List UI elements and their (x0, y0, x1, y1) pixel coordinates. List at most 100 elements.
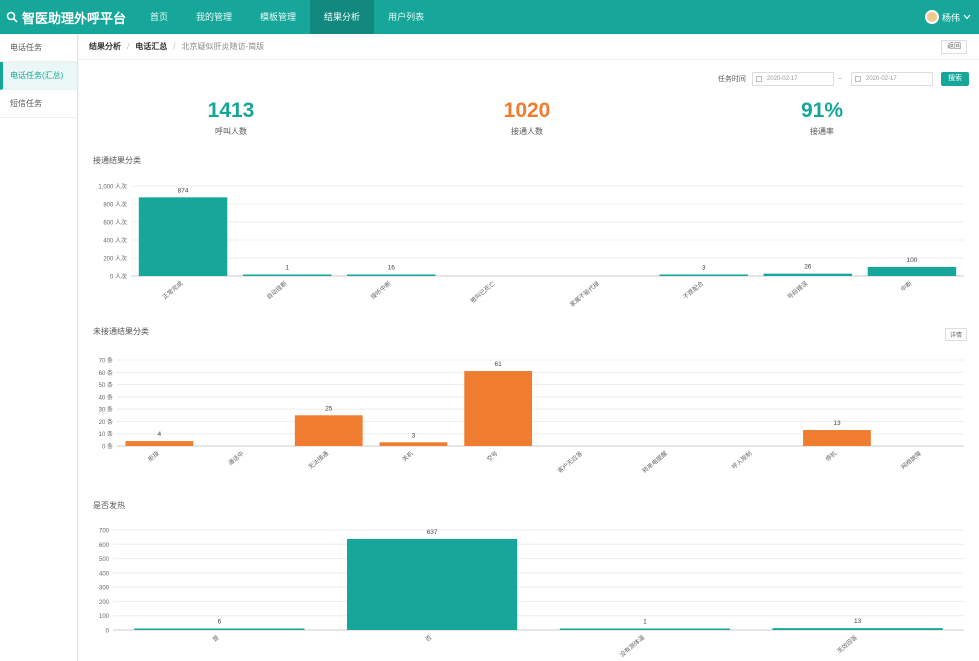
breadcrumb-item-current: 北京疑似肝炎随访-简版 (181, 42, 265, 51)
end-date-value: 2020-02-17 (866, 76, 897, 82)
fever-chart: 0 100 200 300 400 500 600 700 6 是 637 否 1 没有测体温 13 无效回答 (99, 529, 964, 659)
x-tick-label: 转来电提醒 (641, 449, 669, 474)
data-label: 13 (854, 618, 862, 625)
chevron-down-icon (963, 14, 971, 20)
data-label: 13 (833, 420, 841, 427)
x-tick-label: 网络故障 (899, 449, 923, 471)
main-content: 结果分析 / 电话汇总 / 北京疑似肝炎随访-简版 返回 任务时间 2020-0… (79, 34, 979, 661)
x-tick-label: 家属不能代接 (568, 279, 601, 308)
nav-home[interactable]: 首页 (150, 12, 169, 22)
breadcrumb-item-summary[interactable]: 电话汇总 (135, 42, 168, 51)
x-tick-label: 号码错误 (786, 279, 810, 301)
y-tick-label: 700 (99, 529, 110, 535)
y-tick-label: 200 (99, 600, 110, 606)
data-label: 1 (285, 265, 289, 272)
nav-templates[interactable]: 模板管理 (260, 12, 297, 22)
breadcrumb: 结果分析 / 电话汇总 / 北京疑似肝炎随访-简版 返回 (79, 34, 979, 60)
stat-calls: 1413 呼叫人数 (161, 98, 301, 137)
data-label: 637 (427, 529, 438, 536)
bar (379, 442, 448, 446)
x-tick-label: 拒接 (146, 449, 160, 463)
bar (867, 267, 957, 276)
bar (464, 371, 533, 446)
search-button[interactable]: 搜索 (941, 72, 969, 86)
y-tick-label: 60 条 (99, 369, 113, 377)
x-tick-label: 接听中断 (369, 279, 393, 301)
data-label: 3 (412, 432, 416, 439)
start-date-value: 2020-02-17 (766, 76, 798, 82)
bar (772, 628, 943, 630)
x-tick-label: 呼入限制 (730, 449, 754, 471)
back-button[interactable]: 返回 (941, 40, 967, 54)
chart1-title: 接通结果分类 (93, 156, 141, 165)
data-label: 1 (643, 619, 647, 626)
calendar-icon (755, 76, 762, 82)
x-tick-label: 自动挂断 (265, 279, 289, 301)
nav-result-analysis[interactable]: 结果分析 (310, 0, 375, 34)
user-menu[interactable]: 杨伟 (924, 0, 971, 34)
main-nav: 首页 我的管理 模板管理 结果分析 用户列表 (136, 0, 438, 34)
brand[interactable]: 智医助理外呼平台 (6, 0, 126, 34)
bar (125, 441, 194, 446)
avatar (924, 10, 939, 24)
y-tick-label: 800 人次 (103, 201, 127, 209)
start-date-input[interactable]: 2020-02-17 (751, 72, 834, 86)
stat-calls-value: 1413 (207, 99, 255, 122)
data-label: 61 (495, 361, 503, 368)
y-tick-label: 50 条 (99, 381, 113, 389)
data-label: 16 (388, 265, 396, 272)
x-tick-label: 通话中 (226, 449, 245, 467)
y-tick-label: 0 人次 (110, 273, 127, 281)
stat-connected-value: 1020 (503, 99, 551, 122)
bar (134, 628, 305, 630)
chart3-title: 是否发热 (93, 501, 125, 510)
y-tick-label: 70 条 (99, 357, 113, 365)
sidebar-item-phone-tasks[interactable]: 电话任务 (0, 34, 77, 62)
data-label: 3 (702, 265, 706, 272)
data-label: 874 (178, 187, 189, 194)
stat-rate-value: 91% (800, 99, 844, 122)
bar (347, 274, 436, 276)
detail-button[interactable]: 详情 (944, 328, 967, 341)
bar (138, 197, 228, 276)
date-range-separator: ~ (837, 75, 842, 83)
y-tick-label: 1,000 人次 (98, 183, 127, 191)
x-tick-label: 被叫已死亡 (469, 279, 497, 304)
x-tick-label: 不愿配合 (681, 279, 705, 301)
top-bar: 智医助理外呼平台 首页 我的管理 模板管理 结果分析 用户列表 杨伟 (0, 0, 979, 34)
y-tick-label: 500 (99, 557, 110, 563)
x-tick-label: 无效回答 (835, 633, 859, 655)
bar (659, 274, 748, 276)
x-tick-label: 关机 (400, 449, 414, 463)
nav-user-list[interactable]: 用户列表 (388, 12, 425, 22)
breadcrumb-separator: / (173, 42, 176, 51)
y-tick-label: 30 条 (99, 406, 113, 414)
search-icon (6, 11, 18, 23)
y-tick-label: 400 人次 (103, 237, 127, 245)
brand-title: 智医助理外呼平台 (22, 10, 127, 26)
nav-management[interactable]: 我的管理 (196, 12, 233, 22)
y-tick-label: 300 (99, 586, 110, 592)
x-tick-label: 客户无应答 (556, 449, 584, 474)
calendar-icon (855, 76, 861, 82)
data-label: 25 (325, 405, 333, 412)
stat-rate: 91% 接通率 (752, 98, 892, 137)
x-tick-label: 正常完成 (161, 279, 185, 301)
y-tick-label: 0 条 (102, 443, 113, 451)
y-tick-label: 600 人次 (103, 219, 127, 227)
sidebar-item-phone-summary[interactable]: 电话任务(汇总) (0, 62, 77, 90)
data-label: 100 (907, 257, 918, 264)
sidebar-item-sms-tasks[interactable]: 短信任务 (0, 90, 77, 118)
bar (242, 274, 332, 276)
user-name: 杨伟 (941, 12, 960, 23)
x-tick-label: 否 (424, 634, 433, 643)
y-tick-label: 600 (99, 543, 110, 549)
filter-label: 任务时间 (717, 76, 746, 83)
y-tick-label: 40 条 (99, 393, 113, 401)
x-tick-label: 空号 (485, 449, 499, 463)
y-tick-label: 10 条 (99, 430, 113, 438)
end-date-input[interactable]: 2020-02-17 (851, 72, 933, 86)
bar (294, 415, 363, 446)
breadcrumb-item-analysis[interactable]: 结果分析 (89, 42, 121, 51)
bar (559, 628, 730, 630)
